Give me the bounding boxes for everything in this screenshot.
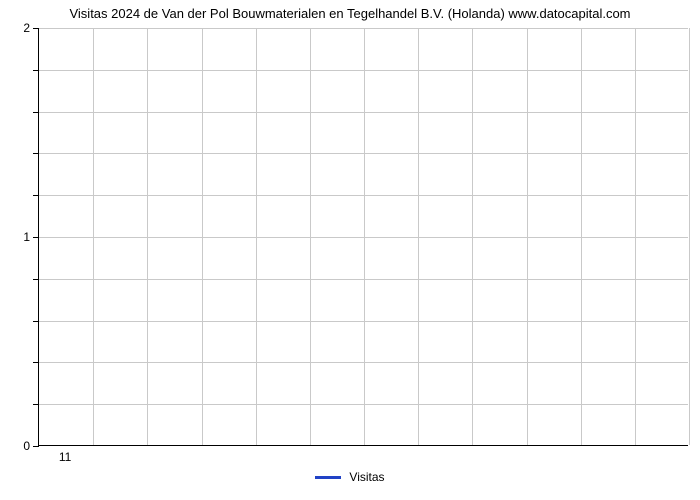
gridline-col (202, 28, 203, 445)
legend-label: Visitas (349, 470, 384, 484)
plot-area (38, 28, 688, 446)
gridline-col (256, 28, 257, 445)
y-tick (33, 362, 39, 363)
y-tick (33, 279, 39, 280)
gridline-col (147, 28, 148, 445)
y-tick (33, 153, 39, 154)
y-tick (33, 195, 39, 196)
chart-title: Visitas 2024 de Van der Pol Bouwmaterial… (0, 6, 700, 21)
gridline-col (581, 28, 582, 445)
y-axis-label: 1 (0, 230, 30, 244)
y-axis-label: 0 (0, 439, 30, 453)
y-tick (33, 404, 39, 405)
x-axis-label: 11 (59, 450, 71, 464)
y-tick (33, 237, 39, 238)
gridline-col (93, 28, 94, 445)
gridline-col (364, 28, 365, 445)
y-tick (33, 321, 39, 322)
gridline-col (418, 28, 419, 445)
gridline-col (689, 28, 690, 445)
visits-chart: Visitas 2024 de Van der Pol Bouwmaterial… (0, 0, 700, 500)
gridline-col (635, 28, 636, 445)
gridline-col (472, 28, 473, 445)
legend-swatch (315, 476, 341, 479)
gridline-col (527, 28, 528, 445)
gridline-col (310, 28, 311, 445)
y-tick (33, 70, 39, 71)
legend: Visitas (0, 470, 700, 484)
y-tick (33, 446, 39, 447)
y-tick (33, 112, 39, 113)
y-axis-label: 2 (0, 21, 30, 35)
